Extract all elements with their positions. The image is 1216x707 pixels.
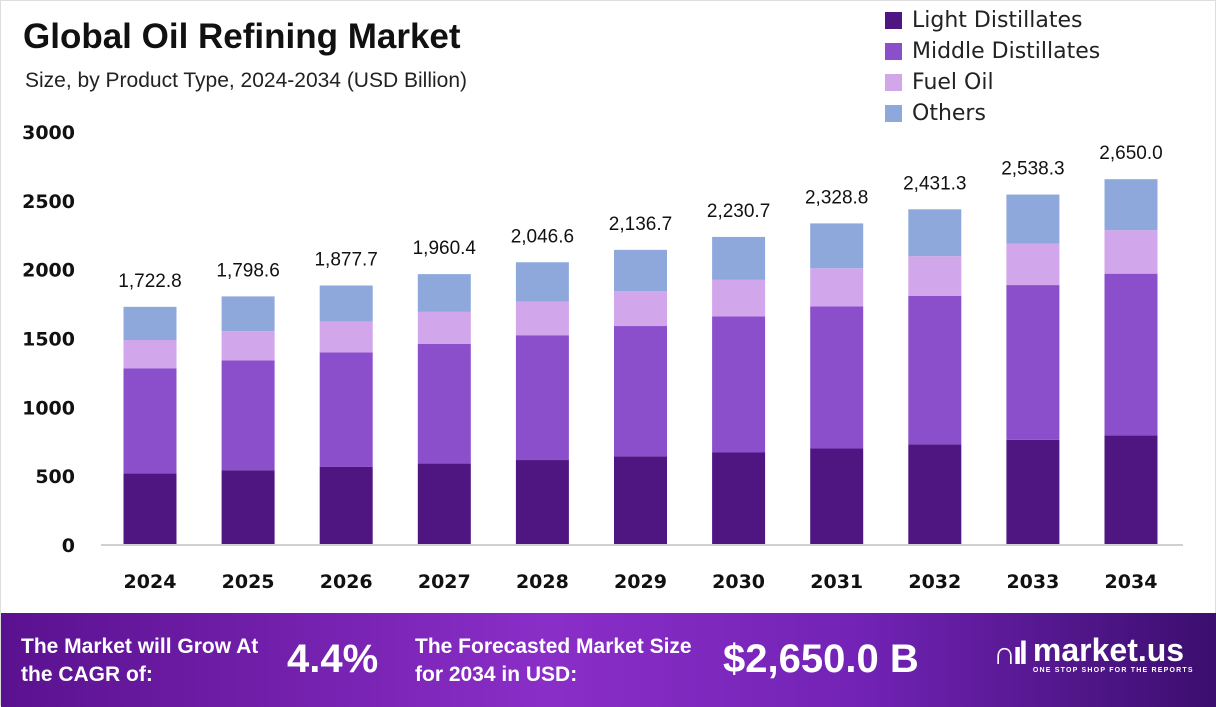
bar-segment-light-distillates bbox=[614, 456, 667, 544]
bar-segment-middle-distillates bbox=[908, 295, 962, 445]
chart-subtitle: Size, by Product Type, 2024-2034 (USD Bi… bbox=[25, 69, 468, 92]
total-data-label: 2,230.7 bbox=[707, 201, 770, 222]
total-data-label: 2,136.7 bbox=[609, 214, 672, 235]
x-tick-label: 2030 bbox=[712, 571, 765, 593]
logo-tagline: ONE STOP SHOP FOR THE REPORTS bbox=[1032, 667, 1194, 674]
bar-segment-fuel-oil bbox=[221, 331, 275, 361]
bar-segment-middle-distillates bbox=[614, 326, 667, 457]
bar-segment-others bbox=[123, 306, 177, 341]
logo-icon: ∩ıl bbox=[993, 635, 1028, 671]
bar-segment-fuel-oil bbox=[712, 279, 766, 317]
legend-swatch bbox=[885, 105, 902, 122]
bar-segment-fuel-oil bbox=[319, 321, 373, 353]
y-tick-label: 500 bbox=[35, 466, 75, 488]
logo-brand: market.us bbox=[1032, 632, 1185, 668]
chart-title: Global Oil Refining Market bbox=[23, 17, 461, 56]
x-tick-label: 2033 bbox=[1006, 571, 1059, 593]
legend-swatch bbox=[885, 43, 902, 60]
forecast-label: The Forecasted Market Size for 2034 in U… bbox=[415, 635, 692, 686]
bar-segment-middle-distillates bbox=[1006, 285, 1060, 440]
bar-segment-light-distillates bbox=[123, 473, 177, 544]
x-tick-label: 2025 bbox=[222, 571, 275, 593]
bar-segment-light-distillates bbox=[515, 460, 569, 544]
bar-segment-light-distillates bbox=[1104, 435, 1158, 544]
bar-segment-middle-distillates bbox=[712, 316, 766, 453]
legend-label: Fuel Oil bbox=[912, 70, 994, 95]
legend-label: Others bbox=[912, 101, 986, 126]
bar-segment-others bbox=[712, 236, 766, 280]
bar-segment-fuel-oil bbox=[908, 256, 962, 296]
bar-segment-fuel-oil bbox=[810, 268, 864, 307]
bar-segment-light-distillates bbox=[1006, 439, 1060, 544]
bar-segment-light-distillates bbox=[712, 452, 766, 544]
y-tick-label: 1500 bbox=[22, 329, 75, 351]
bar-segment-fuel-oil bbox=[1104, 230, 1158, 274]
total-data-label: 1,798.6 bbox=[216, 260, 279, 281]
y-tick-label: 0 bbox=[62, 535, 75, 557]
bar-segment-others bbox=[1006, 194, 1060, 244]
legend-label: Middle Distillates bbox=[912, 39, 1101, 64]
bar-segment-others bbox=[221, 296, 275, 332]
cagr-value: 4.4% bbox=[287, 637, 379, 681]
cagr-label: The Market will Grow At the CAGR of: bbox=[21, 635, 259, 686]
y-tick-label: 2000 bbox=[22, 260, 75, 282]
bar-segment-light-distillates bbox=[221, 470, 275, 544]
total-data-label: 2,538.3 bbox=[1001, 159, 1064, 180]
legend-item: Others bbox=[885, 98, 1100, 129]
legend-item: Fuel Oil bbox=[885, 67, 1100, 98]
x-tick-label: 2026 bbox=[320, 571, 373, 593]
bar-segment-middle-distillates bbox=[221, 360, 275, 471]
x-tick-label: 2028 bbox=[516, 571, 569, 593]
bar-segment-others bbox=[810, 223, 864, 269]
bar-segment-light-distillates bbox=[908, 444, 962, 544]
y-tick-label: 1000 bbox=[22, 397, 75, 419]
x-tick-label: 2034 bbox=[1105, 571, 1158, 593]
bar-segment-fuel-oil bbox=[1006, 243, 1060, 286]
x-tick-label: 2027 bbox=[418, 571, 471, 593]
bar-segment-light-distillates bbox=[810, 448, 864, 544]
bar-segment-middle-distillates bbox=[123, 368, 177, 474]
bar-segment-fuel-oil bbox=[515, 301, 569, 336]
bar-segment-others bbox=[515, 262, 569, 302]
bar-segment-fuel-oil bbox=[417, 311, 471, 345]
bar-segment-others bbox=[1104, 179, 1158, 231]
total-data-label: 2,328.8 bbox=[805, 187, 868, 208]
stacked-bar-chart: 0 500 1000 1500 2000 2500 3000 1,722.8 2024 1,798… bbox=[22, 122, 1183, 593]
bar-segment-fuel-oil bbox=[614, 291, 667, 327]
bar-segment-middle-distillates bbox=[515, 335, 569, 461]
total-data-label: 1,722.8 bbox=[118, 271, 181, 292]
total-data-label: 1,877.7 bbox=[314, 250, 377, 271]
legend-item: Middle Distillates bbox=[885, 36, 1100, 67]
bar-segment-middle-distillates bbox=[1104, 273, 1158, 436]
bar-segment-middle-distillates bbox=[810, 306, 864, 449]
bar-segment-others bbox=[417, 274, 471, 312]
y-tick-label: 2500 bbox=[22, 191, 75, 213]
forecast-value: $2,650.0 B bbox=[723, 637, 919, 681]
bar-segment-fuel-oil bbox=[123, 340, 177, 369]
total-data-label: 2,650.0 bbox=[1099, 143, 1162, 164]
legend-swatch bbox=[885, 74, 902, 91]
bar-segment-middle-distillates bbox=[319, 352, 373, 467]
legend-swatch bbox=[885, 12, 902, 29]
bar-segment-middle-distillates bbox=[417, 344, 471, 464]
legend-label: Light Distillates bbox=[912, 8, 1083, 33]
x-tick-label: 2024 bbox=[124, 571, 177, 593]
total-data-label: 2,431.3 bbox=[903, 173, 966, 194]
footer-banner: The Market will Grow At the CAGR of: 4.4… bbox=[1, 613, 1216, 707]
bar-segment-light-distillates bbox=[319, 466, 373, 544]
bar-segment-others bbox=[908, 209, 962, 257]
legend-item: Light Distillates bbox=[885, 5, 1100, 36]
total-data-label: 1,960.4 bbox=[413, 238, 477, 259]
x-tick-label: 2031 bbox=[810, 571, 863, 593]
y-tick-label: 3000 bbox=[22, 122, 75, 144]
x-tick-label: 2029 bbox=[614, 571, 667, 593]
market-us-logo: ∩ıl market.us ONE STOP SHOP FOR THE REPO… bbox=[993, 633, 1194, 674]
x-tick-label: 2032 bbox=[908, 571, 961, 593]
total-data-label: 2,046.6 bbox=[511, 226, 574, 247]
bar-segment-others bbox=[319, 285, 373, 322]
bar-segment-light-distillates bbox=[417, 463, 471, 544]
bar-segment-others bbox=[614, 249, 667, 292]
legend: Light Distillates Middle Distillates Fuel … bbox=[885, 5, 1100, 129]
